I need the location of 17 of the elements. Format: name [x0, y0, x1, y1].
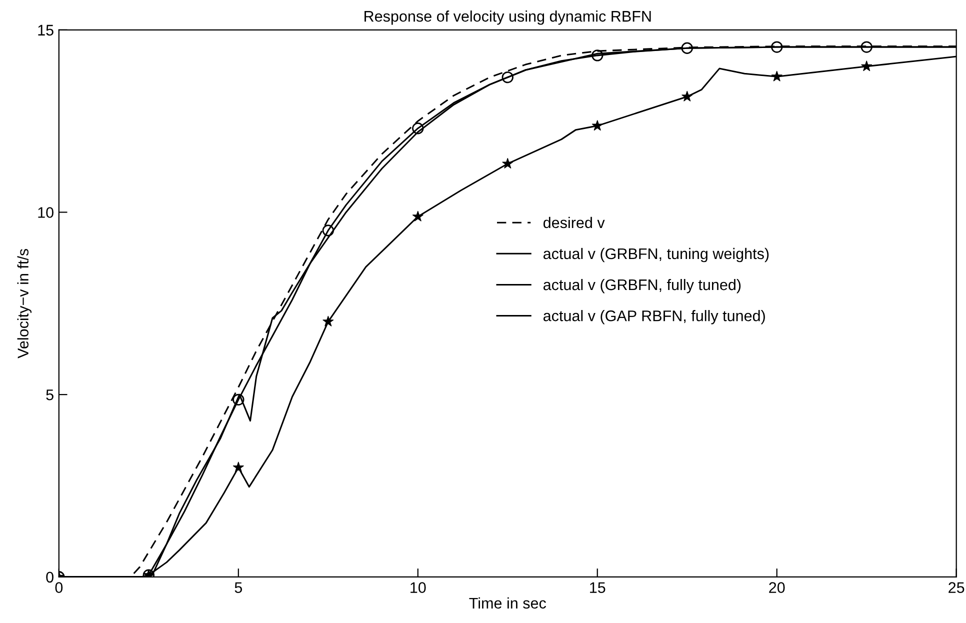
x-axis-title: Time in sec: [469, 597, 546, 609]
y-tick-label: 0: [46, 572, 54, 583]
x-tick-label: 10: [410, 582, 426, 593]
y-tick-label: 10: [38, 207, 54, 218]
legend-label: desired v: [543, 216, 605, 228]
legend-label: actual v (GAP RBFN, fully tuned): [543, 310, 765, 324]
x-tick-label: 0: [55, 582, 63, 593]
x-tick-label: 5: [234, 582, 242, 593]
y-tick-label: 15: [38, 24, 54, 36]
chart-title: Response of velocity using dynamic RBFN: [364, 10, 651, 25]
legend-label: actual v (GRBFN, fully tuned): [543, 278, 741, 294]
y-axis-title: Velocity−v in ft/s: [17, 248, 32, 358]
x-tick-label: 15: [590, 582, 606, 593]
y-tick-label: 5: [46, 390, 54, 400]
x-tick-label: 20: [769, 582, 785, 593]
legend-label: actual v (GRBFN, tuning weights): [543, 248, 769, 262]
x-tick-label: 25: [948, 582, 964, 593]
